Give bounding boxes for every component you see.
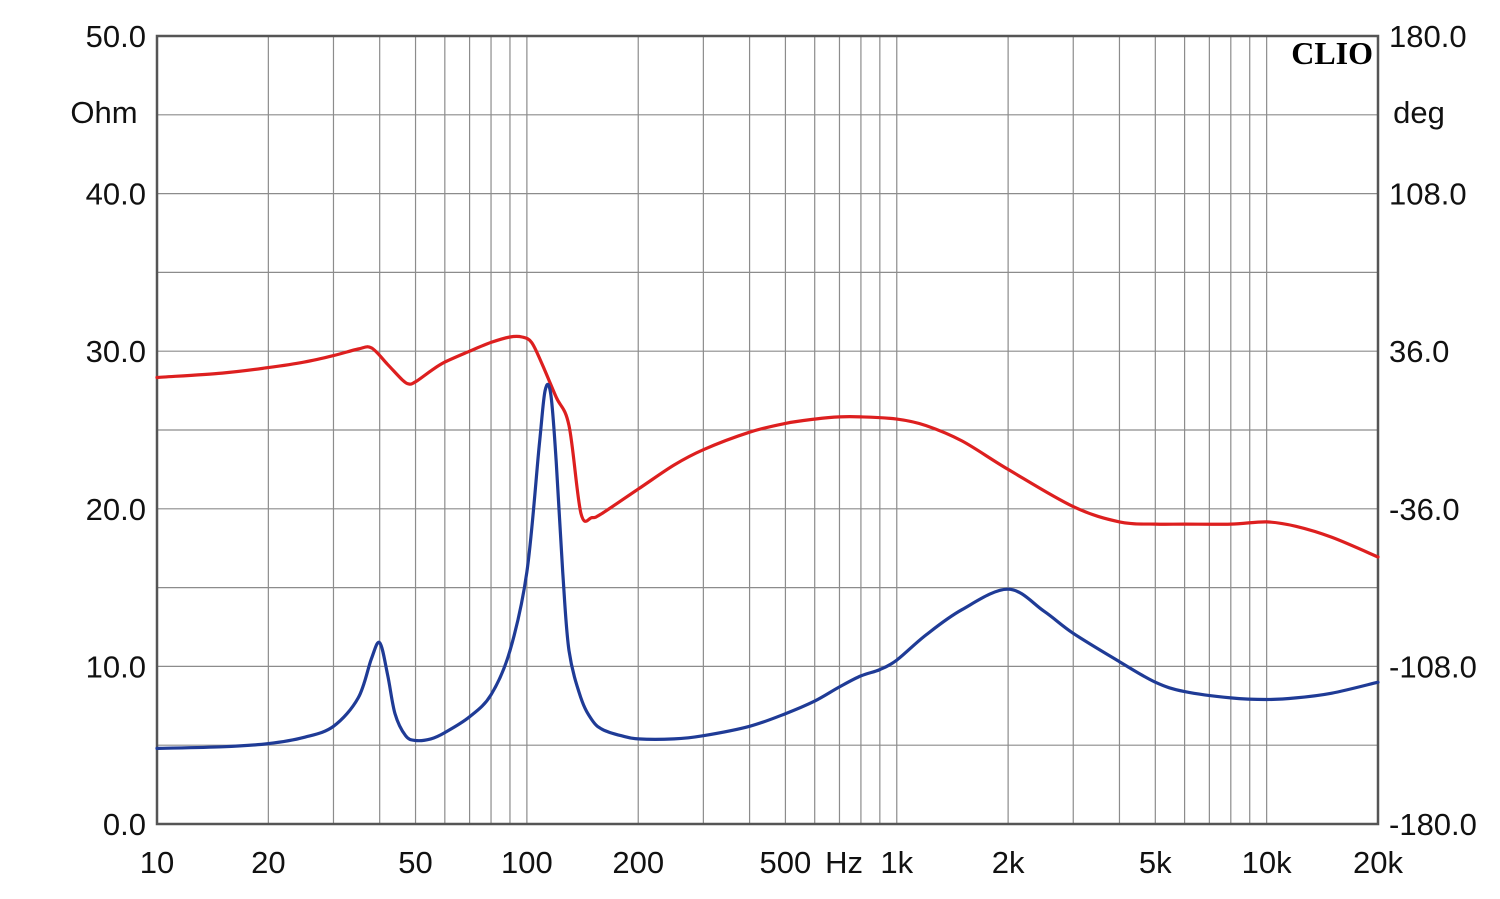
left-tick-label: 0.0 (103, 807, 146, 842)
curves (155, 334, 1380, 750)
right-tick-label: 36.0 (1389, 334, 1449, 369)
left-tick-label: 40.0 (86, 177, 146, 212)
x-tick-label: 10 (140, 845, 174, 880)
x-tick-label: 500 (760, 845, 812, 880)
right-tick-label: -108.0 (1389, 649, 1477, 684)
x-tick-label: 200 (612, 845, 664, 880)
x-tick-label: 10k (1242, 845, 1292, 880)
right-axis-ticks: -180.0 -108.0 -36.0 36.0 108.0 180.0 (1389, 19, 1477, 842)
left-tick-label: 50.0 (86, 19, 146, 54)
left-axis-ticks: 0.0 10.0 20.0 30.0 40.0 50.0 (86, 19, 146, 842)
x-tick-label: 100 (501, 845, 553, 880)
x-tick-label: 1k (880, 845, 913, 880)
left-tick-label: 30.0 (86, 334, 146, 369)
left-tick-label: 20.0 (86, 492, 146, 527)
right-tick-label: 108.0 (1389, 177, 1467, 212)
x-tick-label: 50 (398, 845, 432, 880)
grid (157, 36, 1378, 824)
x-tick-label: 5k (1139, 845, 1172, 880)
x-unit-label: Hz (825, 845, 863, 880)
x-tick-label: 20 (251, 845, 285, 880)
right-tick-label: -36.0 (1389, 492, 1460, 527)
clio-brand-label: CLIO (1291, 35, 1373, 71)
left-axis-unit: Ohm (70, 95, 137, 130)
x-tick-label: 20k (1353, 845, 1403, 880)
plot-frame (155, 34, 1380, 826)
right-tick-label: -180.0 (1389, 807, 1477, 842)
right-tick-label: 180.0 (1389, 19, 1467, 54)
x-tick-label: 2k (992, 845, 1025, 880)
left-tick-label: 10.0 (86, 649, 146, 684)
impedance-curve (155, 382, 1380, 750)
x-axis-ticks: 10 20 50 100 200 500 1k 2k 5k 10k 20k Hz (140, 845, 1404, 880)
phase-curve (155, 334, 1380, 559)
right-axis-unit: deg (1393, 95, 1445, 130)
